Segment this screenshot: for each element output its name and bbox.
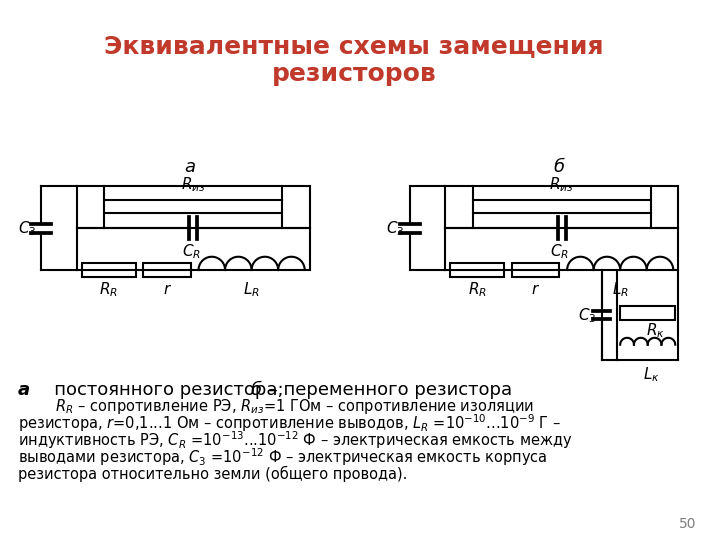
Text: б: б [251, 381, 262, 399]
FancyBboxPatch shape [473, 200, 651, 213]
FancyBboxPatch shape [512, 263, 559, 277]
Text: $R_{из}$: $R_{из}$ [549, 176, 574, 194]
Text: $r$: $r$ [163, 282, 171, 297]
FancyBboxPatch shape [620, 306, 675, 320]
Text: $R_R$: $R_R$ [468, 280, 487, 299]
Text: $R_R$: $R_R$ [99, 280, 118, 299]
Text: $r$: $r$ [531, 282, 540, 297]
FancyBboxPatch shape [104, 200, 282, 213]
Text: индуктивность РЭ, $C_R$ =10$^{-13}$...10$^{-12}$ Ф – электрическая емкость между: индуктивность РЭ, $C_R$ =10$^{-13}$...10… [18, 429, 572, 451]
Text: Эквивалентные схемы замещения
резисторов: Эквивалентные схемы замещения резисторов [104, 34, 603, 86]
Text: а: а [18, 381, 30, 399]
Text: $R_R$ – сопротивление РЭ, $R_{из}$=1 ГОм – сопротивление изоляции: $R_R$ – сопротивление РЭ, $R_{из}$=1 ГОм… [18, 397, 534, 416]
Text: $C_3$: $C_3$ [18, 219, 37, 238]
Text: $C_3$: $C_3$ [578, 306, 597, 325]
FancyBboxPatch shape [450, 263, 504, 277]
Text: $C_3$: $C_3$ [387, 219, 405, 238]
Text: $L_R$: $L_R$ [243, 280, 260, 299]
Text: выводами резистора, $C_3$ =10$^{-12}$ Ф – электрическая емкость корпуса: выводами резистора, $C_3$ =10$^{-12}$ Ф … [18, 446, 547, 468]
Text: б: б [553, 158, 564, 176]
Text: $C_R$: $C_R$ [550, 242, 570, 261]
FancyBboxPatch shape [81, 263, 135, 277]
Text: $L_\kappa$: $L_\kappa$ [643, 365, 660, 383]
Text: резистора, $r$=0,1...1 Ом – сопротивление выводов, $L_R$ =10$^{-10}$...10$^{-9}$: резистора, $r$=0,1...1 Ом – сопротивлени… [18, 413, 561, 434]
Text: $C_R$: $C_R$ [181, 242, 201, 261]
Text: резистора относительно земли (общего провода).: резистора относительно земли (общего про… [18, 465, 407, 482]
Text: а: а [185, 158, 196, 176]
FancyBboxPatch shape [143, 263, 191, 277]
Text: $L_R$: $L_R$ [612, 280, 629, 299]
Text: $R_\kappa$: $R_\kappa$ [646, 322, 665, 340]
Text: – переменного резистора: – переменного резистора [264, 381, 513, 399]
Text: постоянного резистора;: постоянного резистора; [37, 381, 284, 399]
Text: $R_{из}$: $R_{из}$ [181, 176, 205, 194]
Text: 50: 50 [679, 517, 697, 531]
